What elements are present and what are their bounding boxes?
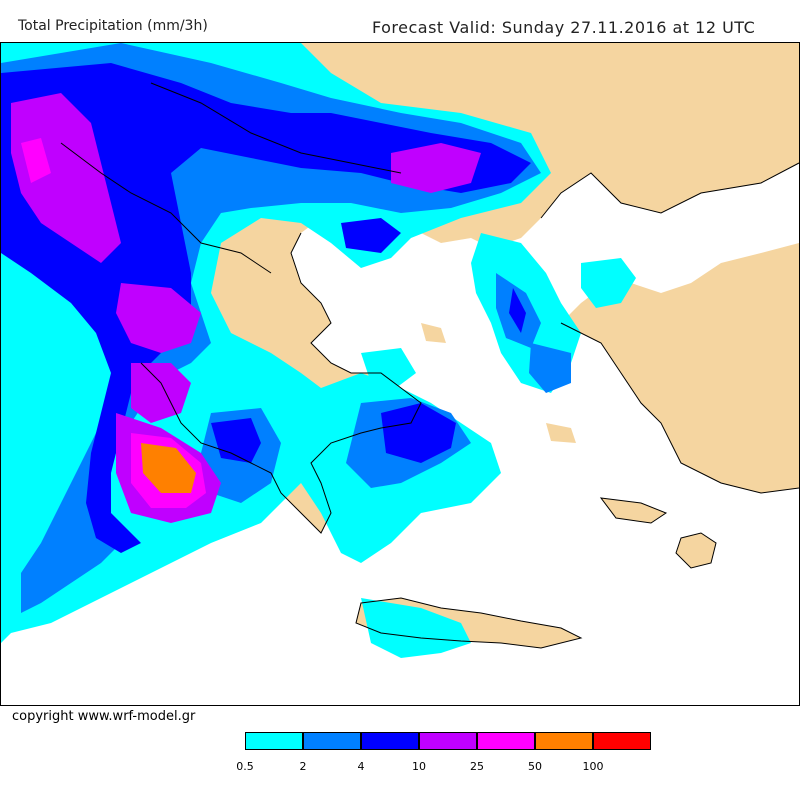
map-svg — [1, 43, 799, 658]
legend-label-5: 50 — [528, 760, 542, 773]
map-title: Total Precipitation (mm/3h) — [18, 18, 208, 34]
legend-label-0: 0.5 — [236, 760, 254, 773]
precipitation-map — [0, 42, 800, 706]
legend-label-6: 100 — [582, 760, 604, 773]
legend-swatch-5 — [535, 732, 593, 750]
legend-swatch-0 — [245, 732, 303, 750]
legend-label-4: 25 — [470, 760, 484, 773]
legend-label-3: 10 — [412, 760, 426, 773]
copyright-text: copyright www.wrf-model.gr — [12, 709, 196, 724]
legend-swatch-3 — [419, 732, 477, 750]
legend-label-1: 2 — [299, 760, 307, 773]
legend-swatch-6 — [593, 732, 651, 750]
legend-label-2: 4 — [357, 760, 365, 773]
legend-swatch-4 — [477, 732, 535, 750]
precip-orange — [141, 443, 196, 493]
legend-swatch-2 — [361, 732, 419, 750]
legend-swatch-1 — [303, 732, 361, 750]
coastline-layer — [60, 82, 799, 649]
forecast-valid-label: Forecast Valid: Sunday 27.11.2016 at 12 … — [372, 18, 756, 37]
precip-blue — [1, 63, 531, 553]
